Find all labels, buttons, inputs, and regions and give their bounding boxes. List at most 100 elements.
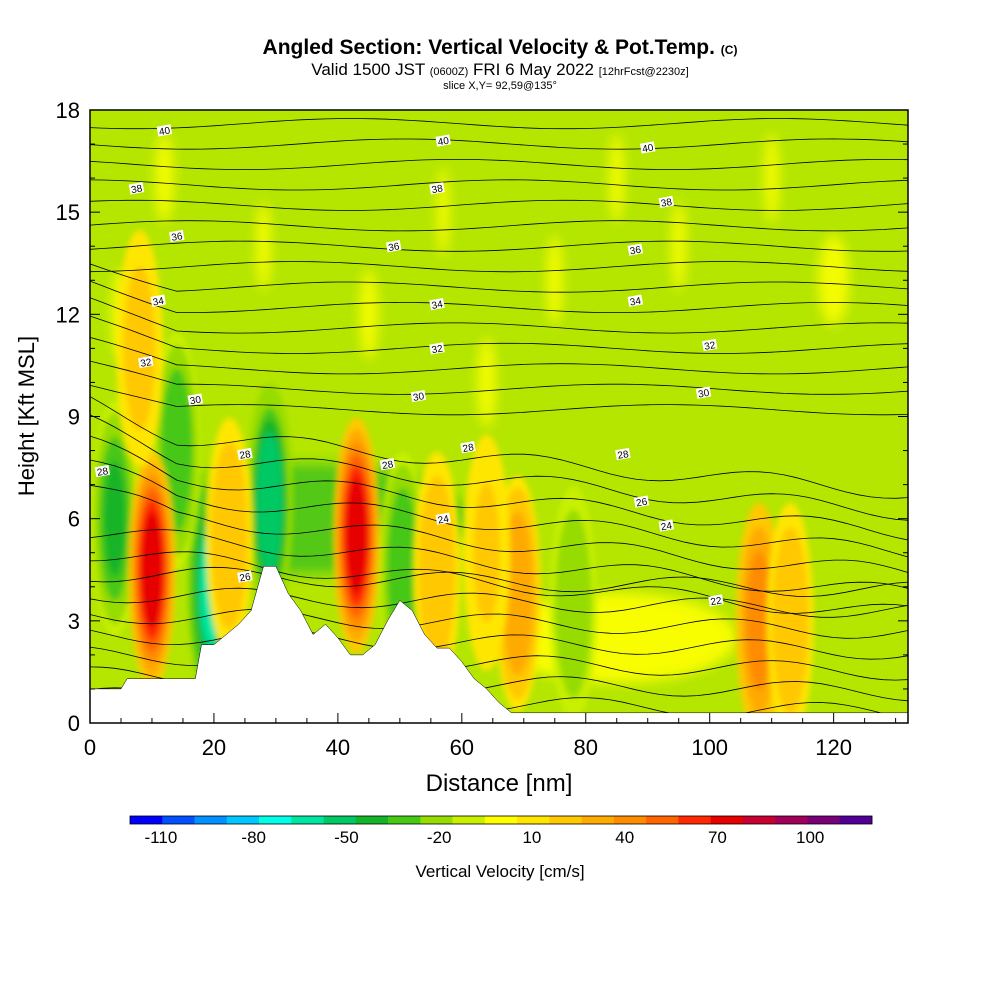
- theta-label-bg: [237, 447, 253, 461]
- x-tick-label: 80: [574, 735, 598, 760]
- theta-label-bg: [429, 297, 445, 311]
- isentrope: [90, 263, 908, 293]
- updraft-cell: [779, 562, 801, 679]
- colorbar-swatch: [162, 816, 195, 824]
- colorbar-swatch: [775, 816, 808, 824]
- theta-label-bg: [658, 519, 675, 532]
- isentrope: [90, 159, 908, 171]
- theta-label: 40: [156, 124, 173, 138]
- weak-updraft-streak: [477, 337, 496, 428]
- colorbar-swatch: [839, 816, 873, 824]
- theta-label-bg: [460, 441, 476, 454]
- y-tick-label: 3: [68, 609, 80, 634]
- valid-time: Valid 1500 JST (0600Z) FRI 6 May 2022 [1…: [0, 60, 1000, 80]
- weak-updraft-streak: [155, 133, 174, 224]
- theta-label-text: 36: [171, 231, 184, 244]
- theta-label-text: 30: [189, 395, 202, 408]
- theta-label-bg: [658, 195, 675, 209]
- theta-label: 38: [128, 182, 145, 196]
- theta-label: 22: [708, 594, 724, 608]
- updraft-cell: [426, 511, 448, 628]
- theta-label: 32: [701, 338, 718, 353]
- theta-label-bg: [435, 134, 451, 147]
- theta-label: 34: [429, 297, 445, 312]
- plot-area: 40 40 40 38 38 38 36 36 36 34 34 34 32 32 32 30 30 30 28 28…: [90, 110, 908, 723]
- colorbar-swatch: [452, 816, 486, 824]
- colorbar-frame: [129, 815, 873, 825]
- y-tick-label: 15: [56, 200, 80, 225]
- theta-label: 38: [429, 182, 445, 196]
- isentrope: [90, 414, 908, 521]
- slice-info: slice X,Y= 92,59@135°: [443, 80, 557, 92]
- isentrope: [90, 551, 908, 614]
- chart-title-unit: (C): [720, 43, 738, 57]
- theta-label-bg: [379, 458, 396, 471]
- colorbar-label: -110: [145, 828, 178, 847]
- theta-label-bg: [150, 294, 166, 307]
- theta-label-bg: [708, 594, 724, 607]
- valid-date: FRI 6 May 2022: [473, 60, 594, 79]
- isentrope: [90, 484, 908, 573]
- y-tick-label: 6: [68, 507, 80, 532]
- colorbar-swatch: [226, 816, 260, 824]
- theta-label-bg: [701, 338, 718, 352]
- theta-label: 24: [435, 512, 451, 527]
- theta-contour-labels: 40 40 40 38 38 38 36 36 36 34 34 34 32 32 32 30 30 30 28 28…: [94, 124, 724, 608]
- theta-label: 36: [169, 229, 185, 244]
- isentrope: [90, 337, 908, 375]
- theta-label-text: 28: [462, 442, 475, 455]
- colorbar-swatch: [388, 816, 421, 824]
- downdraft-cell: [562, 545, 584, 662]
- theta-label-text: 34: [629, 296, 642, 309]
- theta-label: 26: [633, 495, 650, 510]
- theta-label-text: 38: [130, 183, 143, 196]
- updraft-cell: [141, 511, 163, 628]
- isentrope: [90, 220, 908, 232]
- colorbar-swatch: [355, 816, 389, 824]
- theta-label-text: 24: [437, 514, 450, 527]
- colorbar-label: 70: [708, 828, 727, 847]
- isentrope: [90, 280, 908, 313]
- weak-updraft-streak: [764, 133, 780, 224]
- theta-label-text: 26: [635, 497, 648, 510]
- y-tick-label: 18: [56, 98, 80, 123]
- updraft-cell: [345, 477, 368, 594]
- colorbar-label: -50: [334, 828, 359, 847]
- weak-updraft-streak: [671, 201, 687, 292]
- isentrope: [90, 435, 908, 541]
- title-block: Angled Section: Vertical Velocity & Pot.…: [0, 36, 1000, 93]
- updraft-cell: [218, 477, 241, 594]
- theta-label: 28: [379, 458, 396, 472]
- isentrope: [90, 608, 908, 639]
- x-tick-label: 40: [326, 735, 350, 760]
- theta-label: 40: [639, 141, 656, 156]
- updraft-cell: [128, 290, 151, 407]
- theta-label: 30: [410, 389, 427, 404]
- colorbar-label: -80: [241, 828, 266, 847]
- downdraft-cell: [104, 460, 126, 577]
- isentrope: [90, 179, 908, 191]
- colorbar-swatch: [710, 816, 744, 824]
- theta-label: 32: [429, 342, 445, 356]
- colorbar-label: 10: [522, 828, 541, 847]
- theta-label-text: 32: [704, 340, 717, 353]
- theta-label: 28: [94, 464, 111, 479]
- theta-label: 40: [435, 134, 451, 148]
- colorbar-swatch: [678, 816, 711, 824]
- isentrope: [90, 566, 908, 597]
- theta-label-text: 40: [642, 143, 655, 156]
- theta-label: 38: [658, 195, 675, 210]
- theta-label: 34: [627, 294, 644, 309]
- colorbar-swatch: [323, 816, 357, 824]
- x-tick-label: 100: [691, 735, 728, 760]
- colorbar-title: Vertical Velocity [cm/s]: [415, 862, 585, 881]
- theta-label: 28: [237, 447, 253, 462]
- y-tick-label: 12: [56, 302, 80, 327]
- isentrope: [90, 118, 908, 130]
- colorbar-swatch: [549, 816, 582, 824]
- theta-label-text: 34: [152, 296, 165, 309]
- colorbar-swatch: [807, 816, 841, 824]
- weak-updraft-streak: [437, 167, 450, 258]
- colorbar-swatch: [742, 816, 776, 824]
